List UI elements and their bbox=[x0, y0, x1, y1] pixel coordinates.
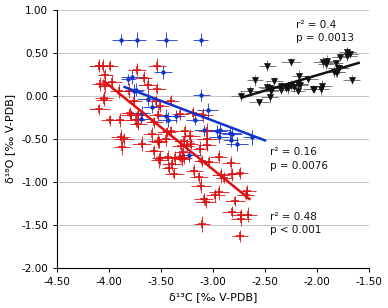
Text: r² = 0.4
p = 0.0013: r² = 0.4 p = 0.0013 bbox=[296, 20, 354, 43]
Text: r² = 0.16
p = 0.0076: r² = 0.16 p = 0.0076 bbox=[270, 147, 328, 171]
Y-axis label: δ¹⁸O [‰ V-PDB]: δ¹⁸O [‰ V-PDB] bbox=[5, 94, 16, 183]
X-axis label: δ¹³C [‰ V-PDB]: δ¹³C [‰ V-PDB] bbox=[169, 292, 257, 302]
Text: r² = 0.48
p < 0.001: r² = 0.48 p < 0.001 bbox=[270, 212, 322, 235]
